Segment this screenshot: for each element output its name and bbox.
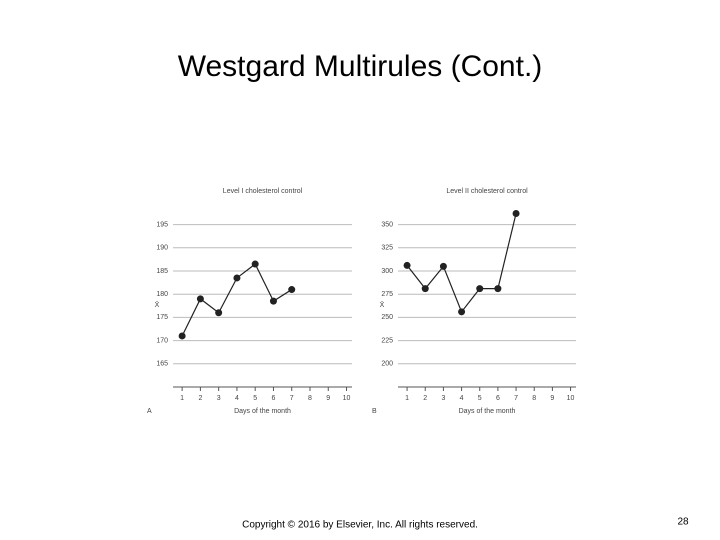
chart-title: Level II cholesterol control xyxy=(446,188,528,195)
y-tick-label: 200 xyxy=(381,361,393,368)
x-tick-label: 5 xyxy=(478,395,482,402)
data-point xyxy=(215,309,223,317)
y-axis-label: X̄ xyxy=(380,301,385,309)
y-tick-label: 165 xyxy=(156,361,168,368)
y-tick-label: 250 xyxy=(381,314,393,321)
data-point xyxy=(233,274,241,282)
y-tick-label: 170 xyxy=(156,337,168,344)
y-tick-label: 195 xyxy=(156,221,168,228)
y-tick-label: 275 xyxy=(381,291,393,298)
x-tick-label: 3 xyxy=(441,395,445,402)
x-tick-label: 1 xyxy=(405,395,409,402)
y-tick-label: 350 xyxy=(381,221,393,228)
data-point xyxy=(476,285,484,293)
slide-title: Westgard Multirules (Cont.) xyxy=(178,50,543,83)
y-tick-label: 190 xyxy=(156,245,168,252)
x-tick-label: 3 xyxy=(217,395,221,402)
x-tick-label: 2 xyxy=(198,395,202,402)
data-point xyxy=(269,297,277,305)
page-number: 28 xyxy=(677,517,689,528)
panel-label: A xyxy=(147,408,152,415)
x-tick-label: 6 xyxy=(496,395,500,402)
x-axis-label: Days of the month xyxy=(459,408,516,415)
x-tick-label: 1 xyxy=(180,395,184,402)
x-tick-label: 2 xyxy=(423,395,427,402)
x-tick-label: 7 xyxy=(514,395,518,402)
chart-title: Level I cholesterol control xyxy=(223,188,303,195)
x-tick-label: 9 xyxy=(550,395,554,402)
x-tick-label: 10 xyxy=(567,395,575,402)
x-tick-label: 9 xyxy=(326,395,330,402)
data-point xyxy=(512,209,520,217)
x-tick-label: 5 xyxy=(253,395,257,402)
data-point xyxy=(458,308,466,316)
data-line xyxy=(406,213,517,314)
x-tick-label: 8 xyxy=(532,395,536,402)
data-point xyxy=(494,285,502,293)
data-point xyxy=(178,332,186,340)
footer: Copyright © 2016 by Elsevier, Inc. All r… xyxy=(242,520,478,531)
y-tick-label: 185 xyxy=(156,268,168,275)
y-tick-label: 225 xyxy=(381,337,393,344)
data-point xyxy=(421,285,429,293)
x-tick-label: 10 xyxy=(343,395,351,402)
y-tick-label: 180 xyxy=(156,291,168,298)
data-point xyxy=(439,262,447,270)
y-axis-label: X̄ xyxy=(155,301,160,309)
x-tick-label: 6 xyxy=(272,395,276,402)
data-point xyxy=(196,295,204,303)
x-tick-label: 8 xyxy=(308,395,312,402)
y-tick-label: 175 xyxy=(156,314,168,321)
x-tick-label: 7 xyxy=(290,395,294,402)
panel-label: B xyxy=(372,408,377,415)
x-tick-label: 4 xyxy=(460,395,464,402)
data-point xyxy=(251,260,259,268)
x-axis-label: Days of the month xyxy=(234,408,291,415)
y-tick-label: 300 xyxy=(381,268,393,275)
data-point xyxy=(288,286,296,294)
data-point xyxy=(403,261,411,269)
x-tick-label: 4 xyxy=(235,395,239,402)
y-tick-label: 325 xyxy=(381,245,393,252)
